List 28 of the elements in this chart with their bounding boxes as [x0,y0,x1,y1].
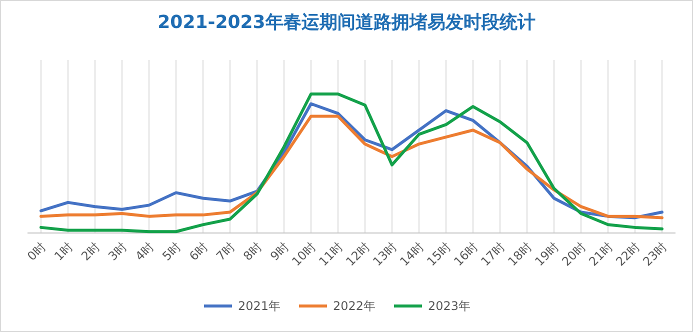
x-tick-label: 2时 [78,240,102,264]
x-tick-label: 5时 [160,240,184,264]
x-tick-label: 17时 [478,240,508,269]
x-tick-label: 0时 [24,240,48,264]
x-tick-label: 20时 [559,240,588,269]
chart-title: 2021-2023年春运期间道路拥堵易发时段统计 [158,12,536,33]
x-tick-label: 15时 [424,240,454,269]
x-tick-label: 23时 [640,240,670,269]
x-tick-label: 21时 [586,240,616,269]
x-tick-label: 18时 [505,240,534,269]
x-tick-label: 7时 [214,240,238,264]
legend-label: 2023年 [428,299,471,313]
x-tick-label: 22时 [613,240,642,269]
x-tick-label: 11时 [316,240,346,269]
x-tick-label: 14时 [397,240,426,269]
x-tick-label: 6时 [186,240,210,264]
legend-label: 2022年 [333,299,376,313]
x-tick-label: 10时 [289,240,318,269]
x-tick-label: 12时 [343,240,372,269]
x-tick-label: 3时 [106,240,130,264]
x-tick-label: 13时 [370,240,400,269]
x-tick-label: 9时 [268,240,292,264]
x-tick-label: 4时 [132,240,156,264]
legend-label: 2021年 [238,299,281,313]
x-tick-label: 19时 [532,240,562,269]
x-tick-label: 16时 [451,240,480,269]
x-tick-label: 1时 [52,240,76,264]
x-tick-label: 8时 [240,240,264,264]
